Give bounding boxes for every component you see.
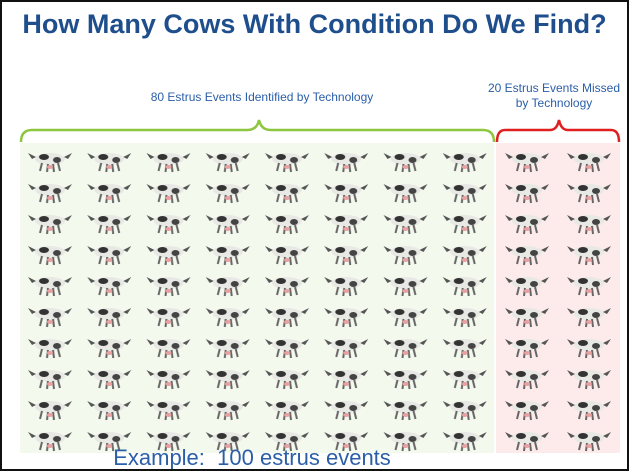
- green-brace: [21, 120, 494, 142]
- cow-diagram: [2, 2, 627, 469]
- slide: How Many Cows With Condition Do We Find?…: [0, 0, 629, 471]
- red-brace: [497, 120, 619, 142]
- missed-cows: [496, 143, 620, 453]
- identified-cows: [20, 143, 494, 453]
- missed-label: 20 Estrus Events Missed by Technology: [484, 81, 624, 111]
- title: How Many Cows With Condition Do We Find?: [12, 8, 617, 40]
- footer: Example: 100 estrus events: [62, 445, 442, 471]
- identified-label: 80 Estrus Events Identified by Technolog…: [62, 90, 462, 105]
